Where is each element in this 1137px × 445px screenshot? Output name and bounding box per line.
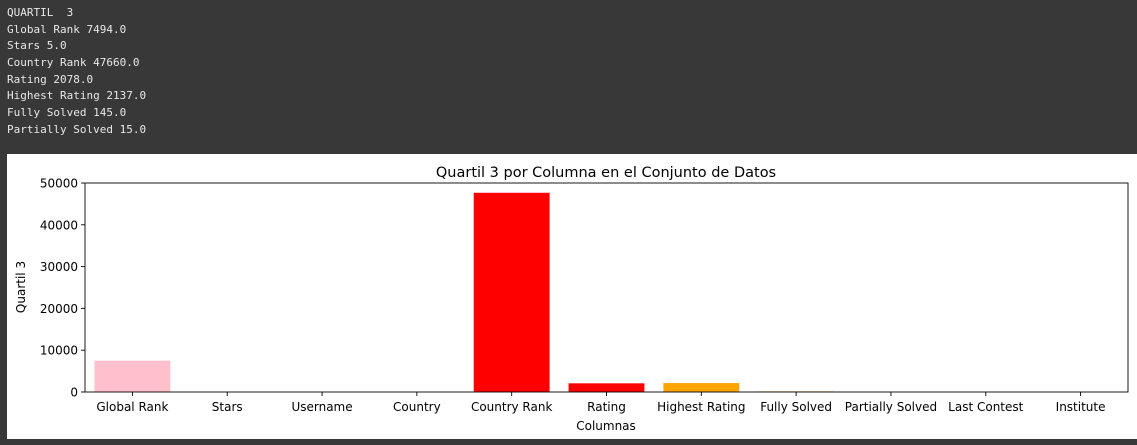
- x-tick-label: Fully Solved: [760, 400, 832, 414]
- console-line: Global Rank 7494.0: [7, 22, 127, 36]
- x-tick-label: Username: [291, 400, 352, 414]
- x-axis-label: Columnas: [576, 419, 636, 433]
- y-tick-label: 30000: [40, 260, 78, 274]
- bar: [94, 360, 171, 392]
- console-line: Fully Solved 145.0: [7, 106, 127, 120]
- x-tick-label: Country: [393, 400, 441, 414]
- x-tick-label: Last Contest: [948, 400, 1023, 414]
- chart-panel: Quartil 3 por Columna en el Conjunto de …: [7, 154, 1137, 439]
- x-tick-label: Global Rank: [96, 400, 168, 414]
- x-tick-label: Institute: [1056, 400, 1106, 414]
- x-tick-label: Partially Solved: [845, 400, 937, 414]
- bar-chart: Quartil 3 por Columna en el Conjunto de …: [14, 165, 1129, 433]
- console-line: Country Rank 47660.0: [7, 56, 140, 70]
- console-line: Highest Rating 2137.0: [7, 89, 147, 103]
- x-tick-label: Country Rank: [471, 400, 553, 414]
- bar: [568, 383, 645, 392]
- x-tick-label: Highest Rating: [657, 400, 745, 414]
- bar: [473, 192, 550, 392]
- console-line: Stars 5.0: [7, 39, 67, 53]
- y-tick-label: 40000: [40, 218, 78, 232]
- console-line: QUARTIL 3: [7, 6, 74, 19]
- y-tick-label: 0: [70, 386, 78, 400]
- console-output: QUARTIL 3 Global Rank 7494.0 Stars 5.0 Coun…: [7, 5, 146, 139]
- axes-frame: [84, 182, 1129, 393]
- bar: [663, 383, 740, 392]
- x-tick-label: Rating: [587, 400, 626, 414]
- console-line: Partially Solved 15.0: [7, 122, 147, 136]
- y-axis-label: Quartil 3: [14, 261, 28, 313]
- console-line: Rating 2078.0: [7, 72, 94, 86]
- y-tick-label: 50000: [40, 177, 78, 191]
- y-tick-label: 10000: [40, 344, 78, 358]
- chart-title: Quartil 3 por Columna en el Conjunto de …: [436, 165, 776, 181]
- plot-area: 0 10000 20000 30000 40000 50000 Global Rank Sta…: [40, 177, 1129, 414]
- x-tick-label: Stars: [212, 400, 243, 414]
- y-tick-label: 20000: [40, 302, 78, 316]
